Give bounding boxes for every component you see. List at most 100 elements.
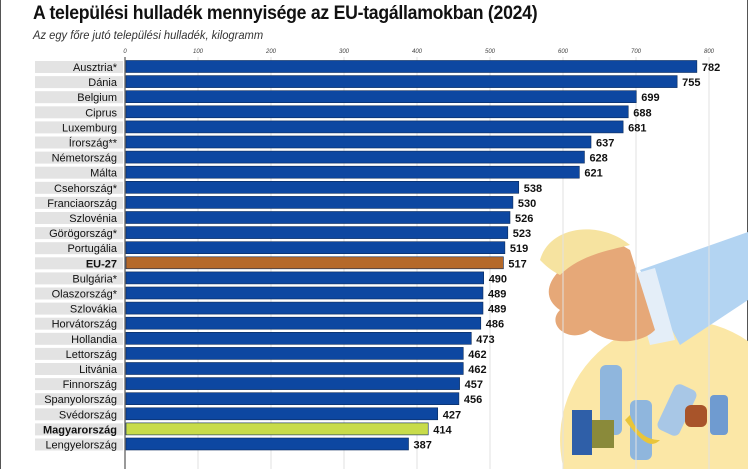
bar: [125, 60, 698, 73]
category-label: Magyarország: [43, 424, 117, 436]
bar: [125, 362, 464, 375]
label-background: [35, 91, 123, 104]
label-background: [35, 196, 123, 209]
label-background: [35, 212, 123, 224]
label-background: [35, 136, 123, 149]
value-label: 621: [584, 168, 602, 180]
bar-row: Málta 621: [35, 165, 603, 180]
bar: [125, 226, 509, 239]
bar-row: Lettország 462: [35, 347, 487, 361]
value-label: 456: [464, 394, 482, 406]
label-background: [35, 317, 123, 330]
waste-illustration: [540, 229, 748, 469]
value-label: 489: [488, 304, 506, 316]
bar-row: Ciprus 688: [35, 105, 652, 119]
label-background: [35, 151, 123, 164]
value-label: 486: [486, 319, 504, 331]
value-label: 538: [524, 183, 542, 195]
category-label: Málta: [90, 168, 118, 180]
bar: [125, 90, 637, 103]
value-label: 755: [682, 77, 700, 89]
value-label: 526: [515, 213, 533, 225]
category-label: EU-27: [86, 258, 117, 270]
category-label: Csehország*: [54, 183, 118, 195]
tick-label: 600: [558, 49, 569, 55]
category-label: Hollandia: [71, 334, 118, 346]
label-background: [35, 61, 123, 73]
bar: [125, 437, 409, 451]
category-label: Németország: [52, 153, 117, 165]
tick-label: 500: [485, 49, 496, 55]
value-label: 457: [465, 379, 483, 391]
bar: [125, 211, 511, 224]
tick-label: 300: [339, 49, 350, 55]
category-label: Luxemburg: [62, 122, 117, 134]
value-label: 782: [702, 62, 720, 74]
value-label: 530: [518, 198, 536, 210]
value-label: 489: [488, 289, 506, 301]
bar-row: EU-27 517: [35, 256, 527, 270]
tick-label: 100: [193, 49, 204, 55]
label-background: [35, 378, 123, 391]
category-label: Svédország: [59, 409, 117, 421]
bar-row: Írország** 637: [35, 135, 614, 150]
bar: [125, 181, 520, 194]
bar: [125, 316, 482, 330]
tick-label: 200: [265, 49, 277, 55]
label-background: [35, 332, 123, 345]
bar-row: Finnország 457: [35, 377, 483, 391]
label-background: [35, 363, 123, 375]
category-label: Lengyelország: [45, 440, 117, 452]
bar-row: Szlovénia 526: [35, 211, 533, 225]
category-label: Belgium: [77, 92, 117, 104]
value-label: 462: [468, 349, 486, 361]
bar-row: Bulgária* 490: [35, 271, 507, 285]
bar-row: Csehország* 538: [35, 181, 542, 195]
category-label: Bulgária*: [72, 273, 117, 285]
bar: [125, 331, 472, 345]
value-label: 517: [508, 258, 526, 270]
bar-row: Litvánia 462: [35, 362, 487, 376]
bar-row: Spanyolország 456: [35, 392, 482, 406]
bar: [125, 407, 439, 421]
label-background: [35, 302, 123, 315]
label-background: [35, 106, 123, 119]
label-background: [35, 242, 123, 255]
category-label: Lettország: [66, 349, 117, 361]
bar-row: Portugália 519: [35, 241, 528, 255]
category-label: Franciaország: [47, 198, 117, 210]
bar: [125, 165, 580, 179]
bar-row: Belgium 699: [35, 90, 660, 104]
bar: [125, 135, 592, 149]
bar-row: Magyarország 414: [35, 422, 452, 436]
value-label: 462: [468, 364, 486, 376]
label-background: [35, 166, 123, 179]
tick-label: 700: [631, 49, 642, 55]
bar: [125, 256, 504, 270]
label-background: [35, 257, 123, 270]
bar-row: Horvátország 486: [35, 316, 504, 331]
value-label: 637: [596, 138, 614, 150]
category-label: Ausztria*: [73, 62, 118, 74]
bar-row: Németország 628: [35, 150, 608, 165]
value-label: 699: [641, 92, 659, 104]
value-label: 519: [510, 243, 528, 255]
bar: [125, 150, 585, 164]
bar: [125, 271, 485, 285]
bar-row: Lengyelország 387: [35, 437, 432, 452]
label-background: [35, 227, 123, 240]
category-label: Horvátország: [52, 319, 117, 331]
label-background: [35, 347, 123, 360]
bar: [125, 301, 484, 315]
label-background: [35, 272, 123, 285]
category-label: Írország**: [69, 137, 118, 150]
value-label: 490: [489, 273, 507, 285]
chart-subtitle: Az egy főre jutó települési hulladék, ki…: [33, 28, 264, 42]
label-background: [35, 121, 123, 134]
value-label: 681: [628, 122, 646, 134]
bar-row: Szlovákia 489: [35, 301, 506, 316]
bar: [125, 120, 624, 134]
bar: [125, 422, 429, 436]
value-label: 473: [476, 334, 494, 346]
